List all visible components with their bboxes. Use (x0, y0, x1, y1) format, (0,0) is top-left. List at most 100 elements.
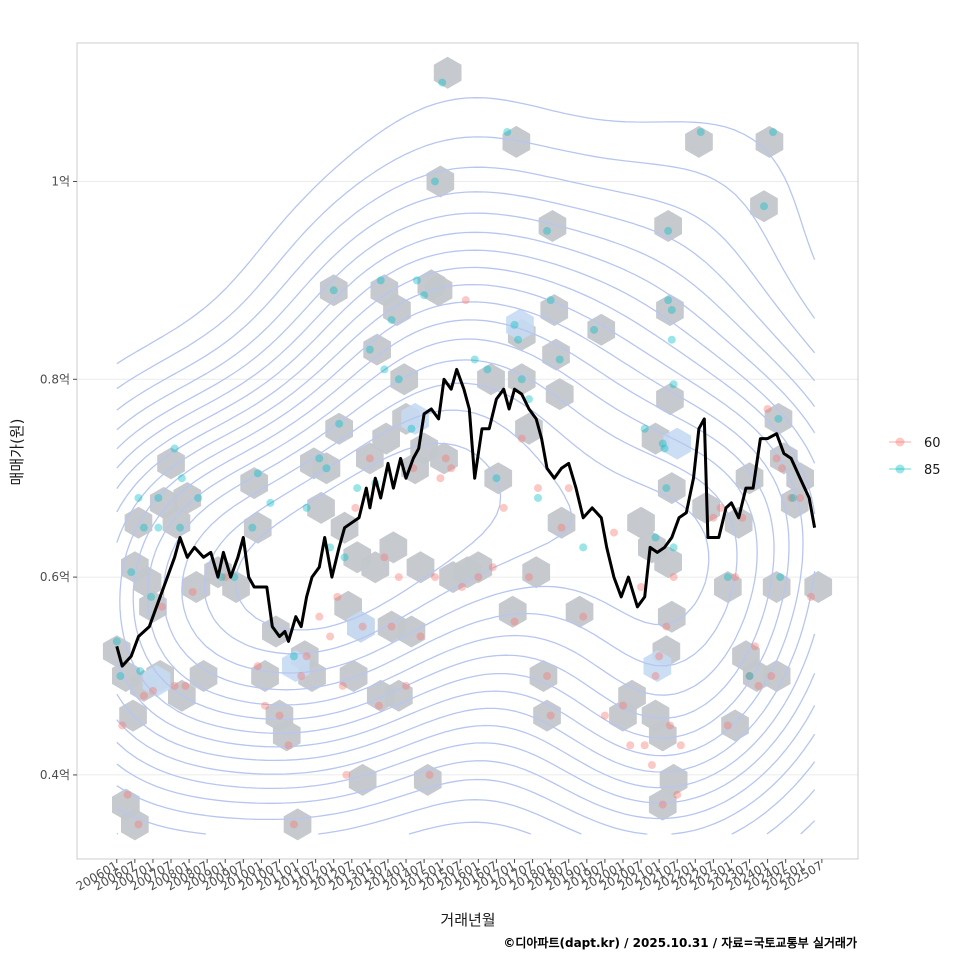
point-85 (534, 493, 543, 502)
hexbin-cell (182, 571, 211, 603)
point-85 (353, 484, 362, 493)
hexbin-cell (390, 363, 419, 396)
point-60 (326, 632, 335, 641)
point-85 (340, 553, 349, 562)
point-85 (667, 335, 676, 344)
point-60 (474, 573, 483, 582)
point-85 (651, 533, 660, 542)
point-60 (402, 681, 411, 690)
point-85 (136, 667, 145, 676)
hexbin-cell (750, 190, 778, 223)
point-60 (499, 503, 508, 512)
point-85 (640, 424, 649, 433)
point-60 (333, 592, 342, 601)
point-85 (266, 498, 275, 507)
point-85 (335, 419, 344, 428)
point-85 (759, 202, 768, 211)
point-85 (116, 672, 125, 681)
point-85 (329, 286, 338, 295)
point-60 (289, 820, 298, 829)
point-60 (430, 573, 439, 582)
point-60 (745, 672, 754, 681)
point-85 (380, 365, 389, 374)
y-tick-label: 0.8억 (40, 372, 70, 386)
point-60 (750, 642, 759, 651)
point-85 (302, 503, 311, 512)
point-85 (134, 493, 143, 502)
legend: 60 85 (889, 436, 941, 478)
hexbin-cell-light (663, 427, 692, 460)
point-60 (640, 741, 649, 750)
point-60 (387, 622, 396, 631)
legend-label: 60 (924, 436, 941, 451)
hexbin-cell (243, 511, 272, 544)
hexbin-cell (542, 338, 570, 371)
point-60 (665, 721, 674, 730)
density-contour (116, 166, 816, 835)
point-85 (154, 493, 163, 502)
point-60 (181, 681, 190, 690)
y-tick-label: 0.6억 (40, 570, 70, 584)
hexbin-cell (648, 788, 677, 821)
hexbin-cell (502, 125, 531, 158)
point-85 (669, 380, 678, 389)
point-60 (358, 622, 367, 631)
hexbin-cell (189, 660, 218, 692)
panel-border (76, 42, 859, 860)
point-60 (651, 672, 660, 681)
density-contour (132, 319, 775, 721)
point-60 (626, 741, 635, 750)
point-60 (723, 721, 732, 730)
point-85 (492, 474, 501, 483)
hexbin-cell (770, 442, 798, 475)
point-60 (763, 404, 772, 413)
point-60 (123, 790, 132, 799)
point-85 (147, 592, 156, 601)
hexbin-cell (356, 442, 384, 475)
hexbin-cell (522, 556, 551, 589)
hexbin-cell (657, 472, 686, 505)
point-60 (188, 587, 197, 596)
point-60 (436, 474, 445, 483)
hexbin-cell (529, 660, 558, 692)
point-60 (297, 672, 306, 681)
point-60 (461, 296, 470, 305)
density-contour (116, 231, 816, 804)
point-60 (772, 454, 781, 463)
hexbin-cell (121, 808, 149, 841)
point-85 (420, 291, 429, 300)
hexbin-cell (654, 546, 682, 579)
hexbin-cell (384, 679, 413, 712)
hexbin-cell (397, 615, 426, 648)
point-60 (148, 686, 157, 695)
point-85 (664, 226, 673, 235)
point-60 (139, 691, 148, 700)
hexbin-cell (565, 595, 594, 628)
point-60 (618, 701, 627, 710)
point-60 (441, 454, 450, 463)
hexbin-cell (464, 551, 493, 584)
point-60 (302, 652, 311, 661)
hexbin-cell (498, 595, 527, 628)
point-60 (394, 573, 403, 582)
point-85 (503, 128, 512, 137)
point-60 (275, 711, 284, 720)
hexbin-cell (430, 442, 458, 475)
density-contour (116, 136, 816, 835)
point-85 (769, 128, 778, 137)
point-60 (261, 701, 270, 710)
hexbin-cell (124, 506, 153, 539)
point-85 (788, 493, 797, 502)
point-85 (543, 226, 552, 235)
point-60 (564, 484, 573, 493)
point-85 (723, 573, 732, 582)
point-85 (322, 464, 331, 473)
point-60 (524, 573, 533, 582)
x-axis: 2006012006072007012007072008012008072009… (74, 858, 826, 893)
point-60 (647, 761, 656, 770)
point-60 (709, 513, 718, 522)
y-axis: 0.4억 0.6억 0.8억 1억 (40, 174, 77, 782)
point-60 (543, 672, 552, 681)
point-85 (176, 523, 185, 532)
point-85 (669, 543, 678, 552)
